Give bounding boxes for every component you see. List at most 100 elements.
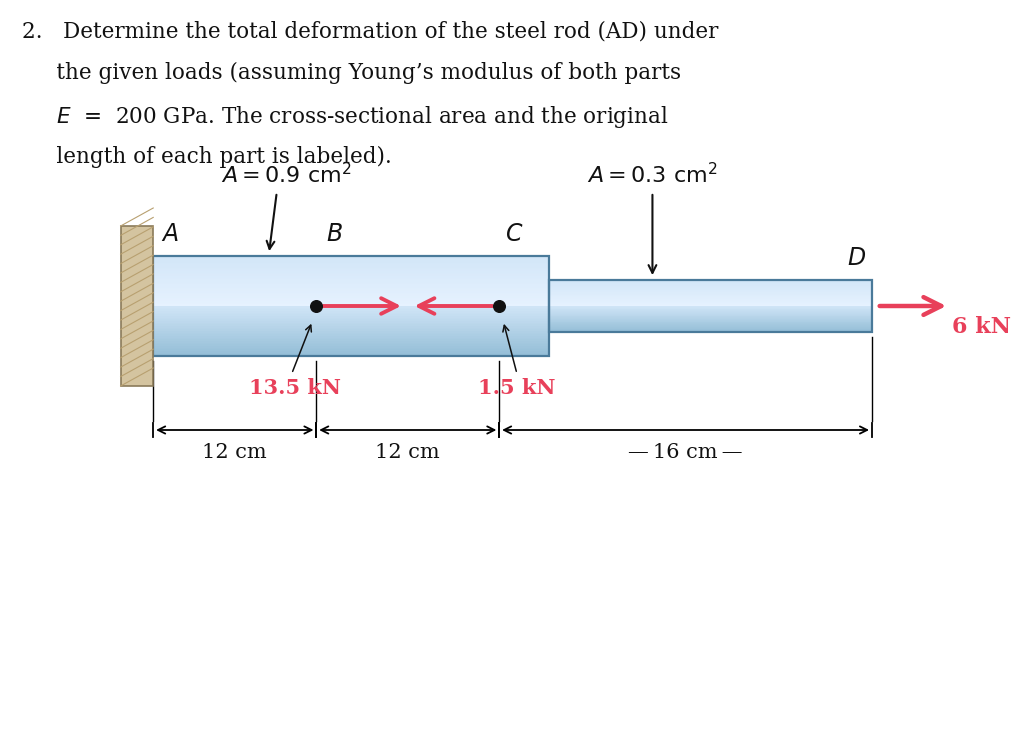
Bar: [549, 326, 871, 327]
Bar: [549, 309, 871, 310]
Bar: [549, 280, 871, 282]
Bar: [549, 316, 871, 317]
Bar: [549, 321, 871, 322]
Bar: [549, 306, 871, 307]
Bar: [549, 285, 871, 286]
Bar: [154, 271, 549, 273]
Bar: [549, 324, 871, 325]
Bar: [154, 256, 549, 257]
Bar: [154, 301, 549, 303]
Bar: [154, 333, 549, 334]
Bar: [549, 300, 871, 301]
Bar: [154, 352, 549, 355]
Bar: [154, 311, 549, 313]
Bar: [154, 299, 549, 301]
Bar: [154, 344, 549, 346]
Text: 2.   Determine the total deformation of the steel rod (AD) under: 2. Determine the total deformation of th…: [22, 20, 718, 42]
Bar: [154, 318, 549, 319]
Bar: [549, 294, 871, 295]
Point: [308, 300, 325, 312]
Bar: [549, 318, 871, 319]
Bar: [549, 280, 871, 332]
Text: $D$: $D$: [847, 247, 866, 270]
Bar: [154, 322, 549, 325]
Bar: [154, 303, 549, 304]
Bar: [154, 292, 549, 294]
Bar: [154, 314, 549, 316]
Bar: [154, 298, 549, 299]
Bar: [549, 284, 871, 285]
Bar: [154, 351, 549, 352]
Bar: [549, 315, 871, 316]
Bar: [154, 326, 549, 328]
Text: the given loads (assuming Young’s modulus of both parts: the given loads (assuming Young’s modulu…: [22, 62, 681, 84]
Bar: [154, 291, 549, 292]
Bar: [549, 314, 871, 315]
Bar: [549, 283, 871, 284]
Text: 12 cm: 12 cm: [203, 443, 267, 462]
Bar: [154, 316, 549, 318]
Bar: [154, 313, 549, 314]
Bar: [549, 282, 871, 283]
Text: $E$  =  200 GPa. The cross-sectional area and the original: $E$ = 200 GPa. The cross-sectional area …: [22, 104, 669, 130]
Bar: [549, 313, 871, 314]
Bar: [549, 298, 871, 299]
Bar: [549, 287, 871, 288]
Bar: [154, 336, 549, 337]
Bar: [154, 307, 549, 310]
Bar: [549, 307, 871, 309]
Bar: [549, 328, 871, 329]
Bar: [154, 294, 549, 296]
Bar: [549, 310, 871, 311]
Bar: [154, 306, 549, 307]
Text: $A = 0.9\ \mathrm{cm}^2$: $A = 0.9\ \mathrm{cm}^2$: [221, 163, 352, 188]
Bar: [154, 331, 549, 333]
Bar: [549, 322, 871, 323]
Point: [492, 300, 508, 312]
Bar: [154, 256, 549, 356]
Bar: [549, 288, 871, 289]
Bar: [154, 325, 549, 326]
Bar: [154, 329, 549, 331]
Bar: [549, 301, 871, 302]
Bar: [154, 284, 549, 286]
Bar: [154, 355, 549, 356]
Bar: [549, 299, 871, 300]
Bar: [154, 349, 549, 351]
Bar: [154, 340, 549, 341]
Bar: [549, 305, 871, 306]
Bar: [549, 304, 871, 305]
Bar: [154, 276, 549, 278]
Bar: [154, 275, 549, 276]
Bar: [549, 292, 871, 293]
Bar: [549, 323, 871, 324]
Bar: [154, 289, 549, 291]
Bar: [154, 348, 549, 349]
Bar: [549, 295, 871, 296]
Text: length of each part is labeled).: length of each part is labeled).: [22, 146, 391, 168]
Text: 12 cm: 12 cm: [376, 443, 440, 462]
Bar: [154, 279, 549, 281]
Text: — 16 cm —: — 16 cm —: [629, 443, 742, 462]
Bar: [154, 334, 549, 336]
Bar: [154, 266, 549, 268]
Bar: [549, 291, 871, 292]
Bar: [154, 328, 549, 329]
Text: $A$: $A$: [161, 223, 179, 246]
Bar: [154, 343, 549, 344]
Bar: [154, 263, 549, 264]
Text: $A = 0.3\ \mathrm{cm}^2$: $A = 0.3\ \mathrm{cm}^2$: [587, 163, 718, 188]
Bar: [549, 290, 871, 291]
Bar: [154, 260, 549, 261]
Bar: [154, 269, 549, 271]
Bar: [154, 337, 549, 340]
Bar: [549, 293, 871, 294]
Bar: [549, 319, 871, 320]
Bar: [154, 288, 549, 289]
Bar: [154, 268, 549, 269]
Bar: [154, 319, 549, 321]
Bar: [549, 312, 871, 313]
Text: 6 kN: 6 kN: [952, 316, 1011, 338]
Text: 1.5 kN: 1.5 kN: [478, 378, 556, 398]
Bar: [549, 289, 871, 290]
